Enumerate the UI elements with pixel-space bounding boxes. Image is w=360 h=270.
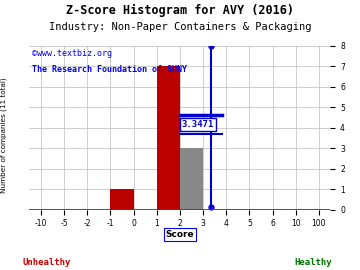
Text: 3.3471: 3.3471: [182, 120, 214, 129]
Text: Number of companies (11 total): Number of companies (11 total): [0, 77, 7, 193]
Bar: [157, 66, 180, 210]
X-axis label: Score: Score: [166, 230, 194, 239]
Bar: [180, 148, 203, 210]
Text: The Research Foundation of SUNY: The Research Foundation of SUNY: [32, 65, 188, 74]
Text: Unhealthy: Unhealthy: [23, 258, 71, 267]
Text: Healthy: Healthy: [294, 258, 332, 267]
Text: Z-Score Histogram for AVY (2016): Z-Score Histogram for AVY (2016): [66, 4, 294, 17]
Text: ©www.textbiz.org: ©www.textbiz.org: [32, 49, 112, 58]
Bar: [111, 189, 134, 210]
Text: Industry: Non-Paper Containers & Packaging: Industry: Non-Paper Containers & Packagi…: [49, 22, 311, 32]
